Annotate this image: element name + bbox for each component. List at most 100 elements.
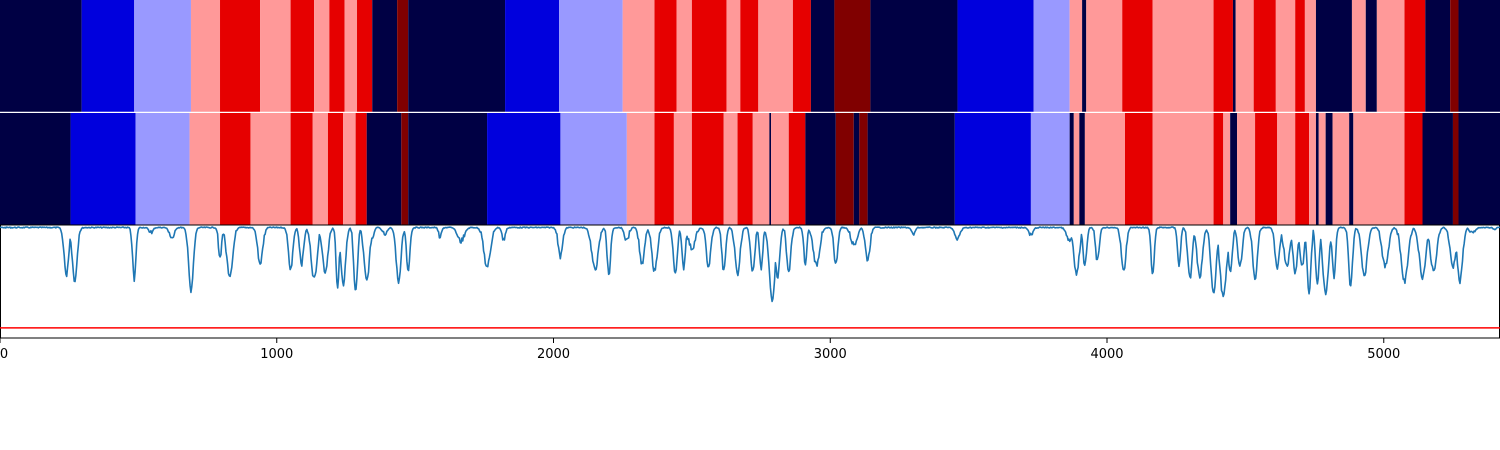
strip-middle-segment-14 [487, 113, 561, 225]
x-tick-label-2000: 2000 [537, 347, 570, 362]
strip-top-segment-25 [834, 0, 871, 112]
strip-top-segment-2 [134, 0, 191, 112]
strip-middle-segment-12 [401, 113, 409, 225]
strip-middle-segment-28 [853, 113, 860, 225]
strip-middle-segment-19 [691, 113, 724, 225]
strip-top-segment-13 [408, 0, 506, 112]
strip-top-segment-23 [792, 0, 811, 112]
strip-top-segment-17 [654, 0, 677, 112]
x-axis: 0 1000 2000 3000 4000 5000 [0, 338, 1400, 362]
strip-middle-segment-42 [1237, 113, 1256, 225]
x-tick-label-1000: 1000 [260, 347, 293, 362]
strip-top-segment-15 [559, 0, 623, 112]
strip-middle-segment-18 [673, 113, 692, 225]
strip-middle-segment-13 [408, 113, 488, 225]
strip-middle-segment-43 [1255, 113, 1278, 225]
strip-middle-segment-44 [1277, 113, 1296, 225]
strip-top-segment-29 [1069, 0, 1083, 112]
strip-middle-segment-41 [1230, 113, 1238, 225]
strip-middle-segment-9 [343, 113, 356, 225]
strip-top-segment-41 [1315, 0, 1352, 112]
strip-top-segment-31 [1086, 0, 1123, 112]
strip-top-segment-44 [1376, 0, 1405, 112]
strip-middle-segment-16 [626, 113, 655, 225]
strip-top-segment-0 [0, 0, 82, 112]
strip-middle-segment-37 [1125, 113, 1153, 225]
strip-middle-segment-22 [752, 113, 770, 225]
strip-middle-segment-10 [355, 113, 367, 225]
strip-top-segment-12 [397, 0, 409, 112]
strip-middle-segment-21 [737, 113, 753, 225]
strip-top-segment-22 [758, 0, 793, 112]
strip-middle-segment-6 [290, 113, 313, 225]
strip-middle-segment-11 [366, 113, 402, 225]
strip-top-segment-47 [1450, 0, 1459, 112]
strip-middle-segment-52 [1353, 113, 1405, 225]
strip-top-segment-43 [1365, 0, 1377, 112]
strip-top-segment-14 [505, 0, 560, 112]
strip-middle-segment-40 [1223, 113, 1231, 225]
strip-top-segment-19 [691, 0, 727, 112]
strip-middle-segment-50 [1332, 113, 1350, 225]
strip-middle-segment-39 [1213, 113, 1224, 225]
signal-line [0, 226, 1500, 303]
strip-top-segment-1 [81, 0, 135, 112]
strip-top-segment-3 [190, 0, 221, 112]
strip-middle-segment-15 [560, 113, 627, 225]
strip-middle-segment-1 [70, 113, 136, 225]
strip-top-segment-20 [726, 0, 741, 112]
strip-top-segment-26 [870, 0, 958, 112]
strip-middle-segment-32 [1030, 113, 1070, 225]
x-tick-label-3000: 3000 [814, 347, 847, 362]
strip-top-segment-16 [622, 0, 655, 112]
strip-middle-segment-34 [1073, 113, 1080, 225]
strip-top-segment-11 [372, 0, 398, 112]
strip-top-segment-46 [1425, 0, 1451, 112]
strip-top-segment-37 [1253, 0, 1276, 112]
strip-middle-segment-0 [0, 113, 71, 225]
strip-top-segment-38 [1275, 0, 1296, 112]
strip-top-segment-18 [676, 0, 692, 112]
strip-top-segment-32 [1122, 0, 1153, 112]
signal-panel [0, 224, 1500, 339]
strip-top-segment-28 [1033, 0, 1070, 112]
strip-middle-segment-36 [1084, 113, 1125, 225]
strip-middle-segment-55 [1452, 113, 1459, 225]
strip-middle-segment-27 [835, 113, 854, 225]
x-tick-label-5000: 5000 [1367, 347, 1400, 362]
strip-middle-segment-35 [1079, 113, 1085, 225]
strip-middle-segment-4 [220, 113, 251, 225]
strip-middle-segment-17 [654, 113, 674, 225]
strip-middle-segment-49 [1325, 113, 1333, 225]
strip-top-segment-42 [1351, 0, 1366, 112]
strip-middle-segment-31 [954, 113, 1031, 225]
strip-middle-segment-29 [859, 113, 868, 225]
x-tick-label-0: 0 [0, 347, 8, 362]
strip-middle-segment-38 [1152, 113, 1214, 225]
strip-middle-segment-46 [1309, 113, 1316, 225]
strip-middle-segment-7 [312, 113, 328, 225]
strip-top-segment-48 [1458, 0, 1500, 112]
strip-top-segment-45 [1404, 0, 1426, 112]
strip-top-segment-4 [220, 0, 261, 112]
strip-top-segment-39 [1295, 0, 1305, 112]
strip-middle-segment-23 [769, 113, 772, 225]
strip-middle-segment-51 [1349, 113, 1354, 225]
strip-top-segment-27 [957, 0, 1034, 112]
strip-middle-segment-25 [788, 113, 806, 225]
strip-middle-segment-33 [1069, 113, 1074, 225]
strip-top-segment-36 [1235, 0, 1254, 112]
strip-middle-segment-24 [771, 113, 789, 225]
strip-middle-segment-2 [135, 113, 190, 225]
strip-top-segment-40 [1304, 0, 1316, 112]
strip-top-segment-7 [314, 0, 330, 112]
strip-top-segment-5 [260, 0, 291, 112]
strip-top-segment-30 [1082, 0, 1087, 112]
strip-middle-segment-53 [1404, 113, 1423, 225]
segmentation-strip-middle [0, 113, 1500, 225]
strip-middle-segment-54 [1422, 113, 1453, 225]
strip-top-segment-34 [1213, 0, 1233, 112]
strip-middle-segment-45 [1295, 113, 1310, 225]
strip-middle-segment-47 [1315, 113, 1319, 225]
